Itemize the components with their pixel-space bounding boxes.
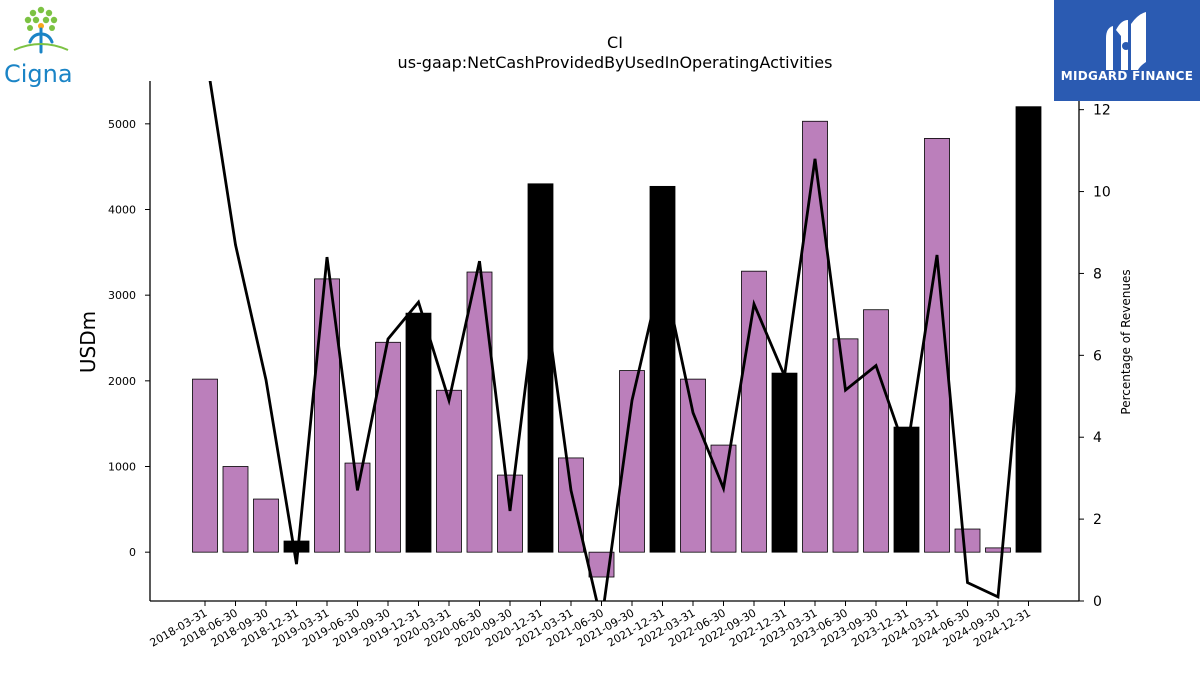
- bar-2021-12-31: [649, 185, 676, 553]
- bar-2023-03-31: [802, 120, 828, 553]
- bar-2022-12-31: [771, 372, 798, 553]
- bar-series: [192, 106, 1042, 578]
- bar-2020-12-31: [527, 183, 554, 553]
- bar-2021-03-31: [558, 457, 584, 553]
- tree-icon: [13, 6, 69, 54]
- y2-tick-label: 12: [1093, 103, 1111, 119]
- bar-2023-09-30: [863, 309, 889, 553]
- bar-2020-06-30: [466, 271, 493, 553]
- y2-tick-label: 2: [1093, 512, 1102, 528]
- y2-axis-label: Percentage of Revenues: [1119, 269, 1133, 414]
- bar-2023-06-30: [832, 338, 859, 553]
- y-tick-label: 3000: [108, 289, 136, 302]
- chart-title: CI: [607, 33, 623, 52]
- midgard-logo-text: MIDGARD FINANCE: [1061, 69, 1193, 83]
- y2-tick-label: 8: [1093, 266, 1102, 282]
- bar-2019-09-30: [375, 341, 401, 553]
- chart-subtitle: us-gaap:NetCashProvidedByUsedInOperating…: [398, 53, 833, 72]
- y2-tick-label: 6: [1093, 348, 1102, 364]
- percentage-of-revenues-line: [208, 81, 1030, 601]
- bar-2024-06-30: [954, 528, 981, 553]
- bar-2018-06-30: [222, 466, 249, 553]
- midgard-finance-logo: MIDGARD FINANCE: [1054, 0, 1200, 101]
- midgard-mark-icon: [1106, 12, 1146, 70]
- y-tick-label: 0: [129, 546, 136, 559]
- bar-2024-12-31: [1015, 106, 1042, 553]
- y-tick-label: 5000: [108, 118, 136, 131]
- y2-tick-label: 4: [1093, 430, 1102, 446]
- y2-tick-label: 0: [1093, 594, 1102, 610]
- cigna-logo: Cigna: [4, 6, 73, 88]
- bar-2022-09-30: [741, 270, 767, 553]
- y-tick-label: 2000: [108, 375, 136, 388]
- bar-2019-06-30: [344, 462, 371, 553]
- y-tick-label: 1000: [108, 461, 136, 474]
- bar-2018-03-31: [192, 378, 218, 553]
- y-tick-label: 4000: [108, 204, 136, 217]
- line-series-layer: [208, 81, 1030, 601]
- bar-2018-09-30: [253, 498, 279, 553]
- bar-2022-03-31: [680, 378, 706, 553]
- bar-2019-12-31: [405, 312, 432, 553]
- bar-2020-09-30: [497, 474, 523, 553]
- bar-2020-03-31: [436, 389, 462, 553]
- y-axis-label: USDm: [76, 311, 100, 373]
- cigna-logo-text: Cigna: [4, 60, 73, 88]
- bar-2022-06-30: [710, 444, 737, 553]
- bar-2024-09-30: [985, 547, 1011, 553]
- y2-tick-label: 10: [1093, 185, 1111, 201]
